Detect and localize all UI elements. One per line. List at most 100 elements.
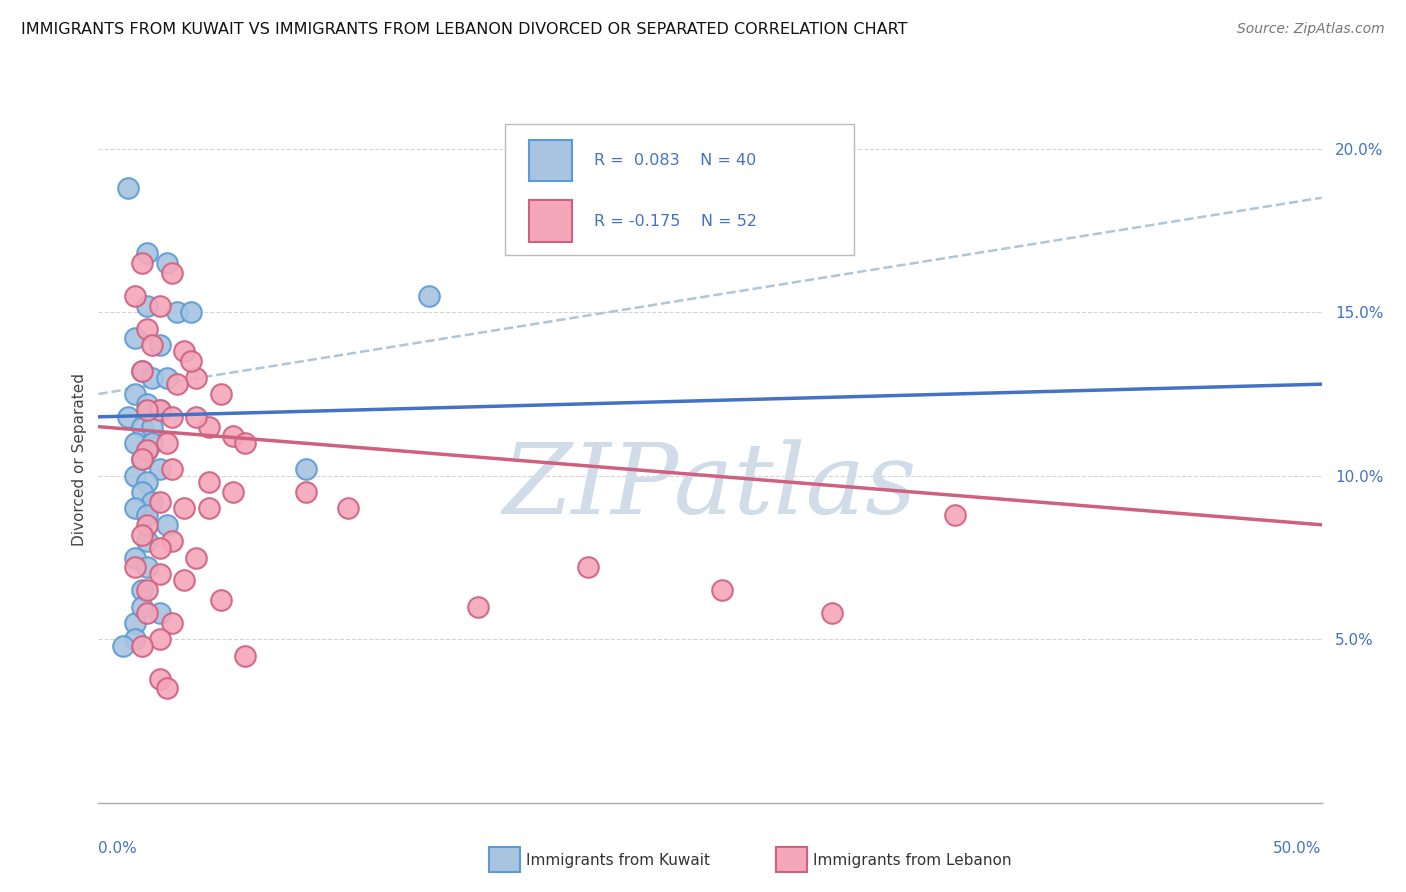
Point — [156, 517, 179, 532]
Point — [149, 632, 172, 647]
Point — [124, 560, 146, 574]
Point — [136, 442, 159, 457]
Point — [124, 387, 146, 401]
Point — [141, 338, 163, 352]
Point — [180, 305, 202, 319]
Point — [166, 377, 188, 392]
Point — [136, 606, 159, 620]
Point — [160, 409, 183, 424]
Point — [131, 639, 153, 653]
Point — [124, 615, 146, 630]
Point — [336, 501, 359, 516]
Point — [141, 370, 163, 384]
Point — [233, 436, 256, 450]
Point — [131, 364, 153, 378]
Text: Source: ZipAtlas.com: Source: ZipAtlas.com — [1237, 22, 1385, 37]
Point — [295, 462, 318, 476]
Text: R =  0.083    N = 40: R = 0.083 N = 40 — [593, 153, 756, 168]
Point — [131, 599, 153, 614]
Point — [156, 436, 179, 450]
Y-axis label: Divorced or Separated: Divorced or Separated — [72, 373, 87, 546]
Text: ZIPatlas: ZIPatlas — [503, 439, 917, 534]
Point — [173, 574, 195, 588]
Point — [418, 289, 440, 303]
Text: Immigrants from Kuwait: Immigrants from Kuwait — [526, 854, 710, 868]
Text: IMMIGRANTS FROM KUWAIT VS IMMIGRANTS FROM LEBANON DIVORCED OR SEPARATED CORRELAT: IMMIGRANTS FROM KUWAIT VS IMMIGRANTS FRO… — [21, 22, 908, 37]
Point — [136, 475, 159, 490]
Point — [222, 485, 245, 500]
Point — [136, 583, 159, 598]
Bar — [529, 201, 572, 242]
Point — [131, 364, 153, 378]
Text: 0.0%: 0.0% — [98, 840, 138, 855]
Point — [131, 419, 153, 434]
Point — [209, 387, 232, 401]
Point — [136, 299, 159, 313]
Text: R = -0.175    N = 52: R = -0.175 N = 52 — [593, 213, 756, 228]
Point — [136, 321, 159, 335]
Point — [166, 305, 188, 319]
Point — [131, 452, 153, 467]
Point — [149, 403, 172, 417]
Point — [124, 468, 146, 483]
Point — [136, 442, 159, 457]
Point — [160, 534, 183, 549]
Point — [136, 560, 159, 574]
Point — [149, 338, 172, 352]
Point — [156, 681, 179, 696]
Point — [209, 593, 232, 607]
Point — [124, 632, 146, 647]
Point — [943, 508, 966, 522]
Point — [124, 550, 146, 565]
Point — [124, 331, 146, 345]
Point — [141, 436, 163, 450]
Point — [149, 541, 172, 555]
Point — [173, 501, 195, 516]
Point — [149, 672, 172, 686]
Point — [131, 452, 153, 467]
Point — [131, 527, 153, 541]
Point — [136, 508, 159, 522]
Point — [117, 409, 139, 424]
Point — [173, 344, 195, 359]
Point — [124, 289, 146, 303]
Point — [124, 501, 146, 516]
Point — [467, 599, 489, 614]
Point — [186, 409, 208, 424]
Bar — [529, 140, 572, 181]
Point — [711, 583, 734, 598]
Point — [136, 517, 159, 532]
Point — [186, 370, 208, 384]
Point — [117, 181, 139, 195]
Point — [197, 419, 219, 434]
Point — [149, 299, 172, 313]
Point — [141, 495, 163, 509]
Point — [149, 462, 172, 476]
Point — [197, 501, 219, 516]
Point — [197, 475, 219, 490]
Point — [156, 256, 179, 270]
Point — [576, 560, 599, 574]
Point — [233, 648, 256, 663]
Point — [124, 436, 146, 450]
Text: Immigrants from Lebanon: Immigrants from Lebanon — [813, 854, 1011, 868]
Point — [111, 639, 134, 653]
Point — [180, 354, 202, 368]
Point — [149, 495, 172, 509]
Point — [821, 606, 844, 620]
Point — [160, 266, 183, 280]
Point — [295, 485, 318, 500]
Text: 50.0%: 50.0% — [1274, 840, 1322, 855]
Point — [160, 462, 183, 476]
Point — [149, 403, 172, 417]
Point — [186, 550, 208, 565]
Point — [131, 485, 153, 500]
Point — [160, 615, 183, 630]
FancyBboxPatch shape — [505, 124, 855, 255]
Point — [141, 419, 163, 434]
Point — [156, 370, 179, 384]
Point — [131, 256, 153, 270]
Point — [136, 246, 159, 260]
Point — [222, 429, 245, 443]
Point — [149, 566, 172, 581]
